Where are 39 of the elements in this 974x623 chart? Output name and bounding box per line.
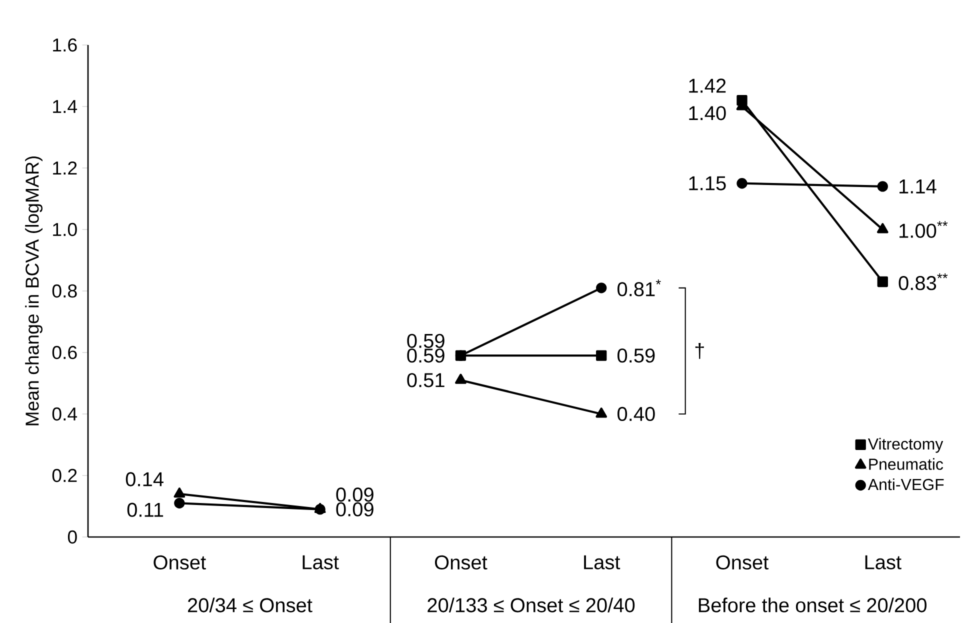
y-axis-title: Mean change in BCVA (logMAR) <box>25 156 42 426</box>
data-label: 1.40 <box>689 106 726 120</box>
text: 20/34 ≤ Onset <box>188 598 312 612</box>
x-tick-label: Onset <box>434 555 488 570</box>
annotation: † <box>695 343 704 359</box>
data-label: 0.11 <box>127 502 164 517</box>
x-tick-label: Last <box>865 555 902 570</box>
y-tick-label: 0.8 <box>52 284 77 298</box>
y-tick-label: 1.2 <box>53 161 77 175</box>
x-tick-label: Onset <box>716 555 769 570</box>
text: 20/133 ≤ Onset ≤ 20/40 <box>428 598 635 612</box>
data-label: 0.51 <box>407 373 444 388</box>
y-tick-label: 1.6 <box>53 38 77 52</box>
data-label: 0.59 <box>407 348 444 363</box>
legend-label: Vitrectomy <box>868 438 944 453</box>
y-tick-label: 1.4 <box>53 100 78 113</box>
legend-label: Pneumatic <box>869 458 944 470</box>
data-label: 0.14 <box>126 472 164 486</box>
data-label: 1.00$^{**}$ <box>900 221 948 238</box>
data-label: 0.59 <box>618 348 655 363</box>
x-tick-label: Onset <box>154 555 206 570</box>
x-tick-label: Last <box>584 555 620 570</box>
data-label: 1.42 <box>689 78 726 93</box>
y-tick-label: 0.6 <box>52 346 77 360</box>
x-tick-label: Last <box>302 555 339 570</box>
text: Before the onset ≤ 20/200 <box>698 598 927 612</box>
data-label: 0.81$^{*}$ <box>618 280 661 296</box>
y-tick-label: 0.4 <box>52 407 78 421</box>
data-label: 1.15 <box>689 176 726 190</box>
y-tick-label: 0 <box>68 530 77 544</box>
data-label: 0.83$^{**}$ <box>898 273 948 290</box>
data-label: 0.09 <box>336 488 374 502</box>
y-tick-label: 1.0 <box>53 222 77 236</box>
legend-label: Anti-VEGF <box>868 478 944 490</box>
y-tick-label: 0.2 <box>52 468 77 482</box>
data-label: 1.14 <box>900 180 936 194</box>
data-label: 0.40 <box>618 406 655 422</box>
data-label: 0.09 <box>336 502 374 516</box>
data-label: 0.59 <box>407 334 444 348</box>
